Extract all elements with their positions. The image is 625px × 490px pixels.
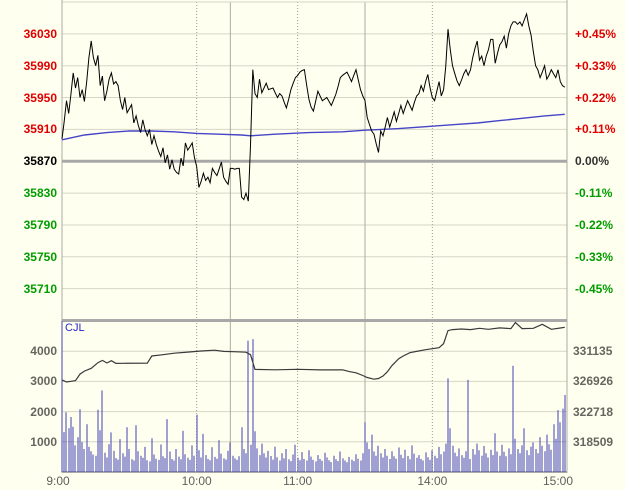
percent-axis-tick: +0.45% [575,26,617,41]
price-axis-tick: 36030 [23,26,57,41]
price-axis-tick: 35710 [23,281,57,296]
price-line [61,12,566,202]
volume-axis-tick: 1000 [30,434,57,449]
percent-axis-tick: +0.22% [575,90,617,105]
contract-code-label: CJL [65,322,85,334]
open-interest-line [61,321,565,383]
percent-axis-tick: -0.33% [575,249,614,264]
percent-axis-tick: +0.11% [575,122,616,137]
percent-axis-tick: +0.33% [575,58,617,73]
open-interest-axis-tick: 322718 [573,404,614,419]
percent-axis-tick: 0.00% [575,154,610,169]
price-axis-tick: 35830 [23,186,57,201]
percent-axis-tick: -0.22% [575,217,614,232]
time-axis-tick: 14:00 [417,474,448,488]
time-axis-tick: 10:00 [181,474,212,488]
volume-axis-tick: 3000 [30,374,57,389]
price-axis-tick: 35910 [23,122,57,137]
price-axis-tick: 35750 [23,249,57,264]
time-axis-tick: 11:00 [283,474,313,488]
price-axis-tick: 35790 [23,217,57,232]
volume-axis-tick: 2000 [30,404,57,419]
price-axis-tick: 35990 [23,58,57,73]
average-price-line [61,113,565,141]
price-axis-tick: 35870 [23,154,57,169]
open-interest-axis-tick: 331135 [573,344,613,359]
time-axis-tick: 15:00 [542,474,574,488]
price-axis-tick: 35950 [23,90,57,105]
open-interest-axis-tick: 326926 [573,374,614,389]
volume-bars [61,321,566,472]
open-interest-axis-tick: 318509 [573,434,614,449]
volume-axis-tick: 4000 [30,344,57,359]
percent-axis-tick: -0.45% [575,281,614,296]
percent-axis-tick: -0.11% [575,186,613,201]
time-axis-tick: 9:00 [46,474,70,488]
